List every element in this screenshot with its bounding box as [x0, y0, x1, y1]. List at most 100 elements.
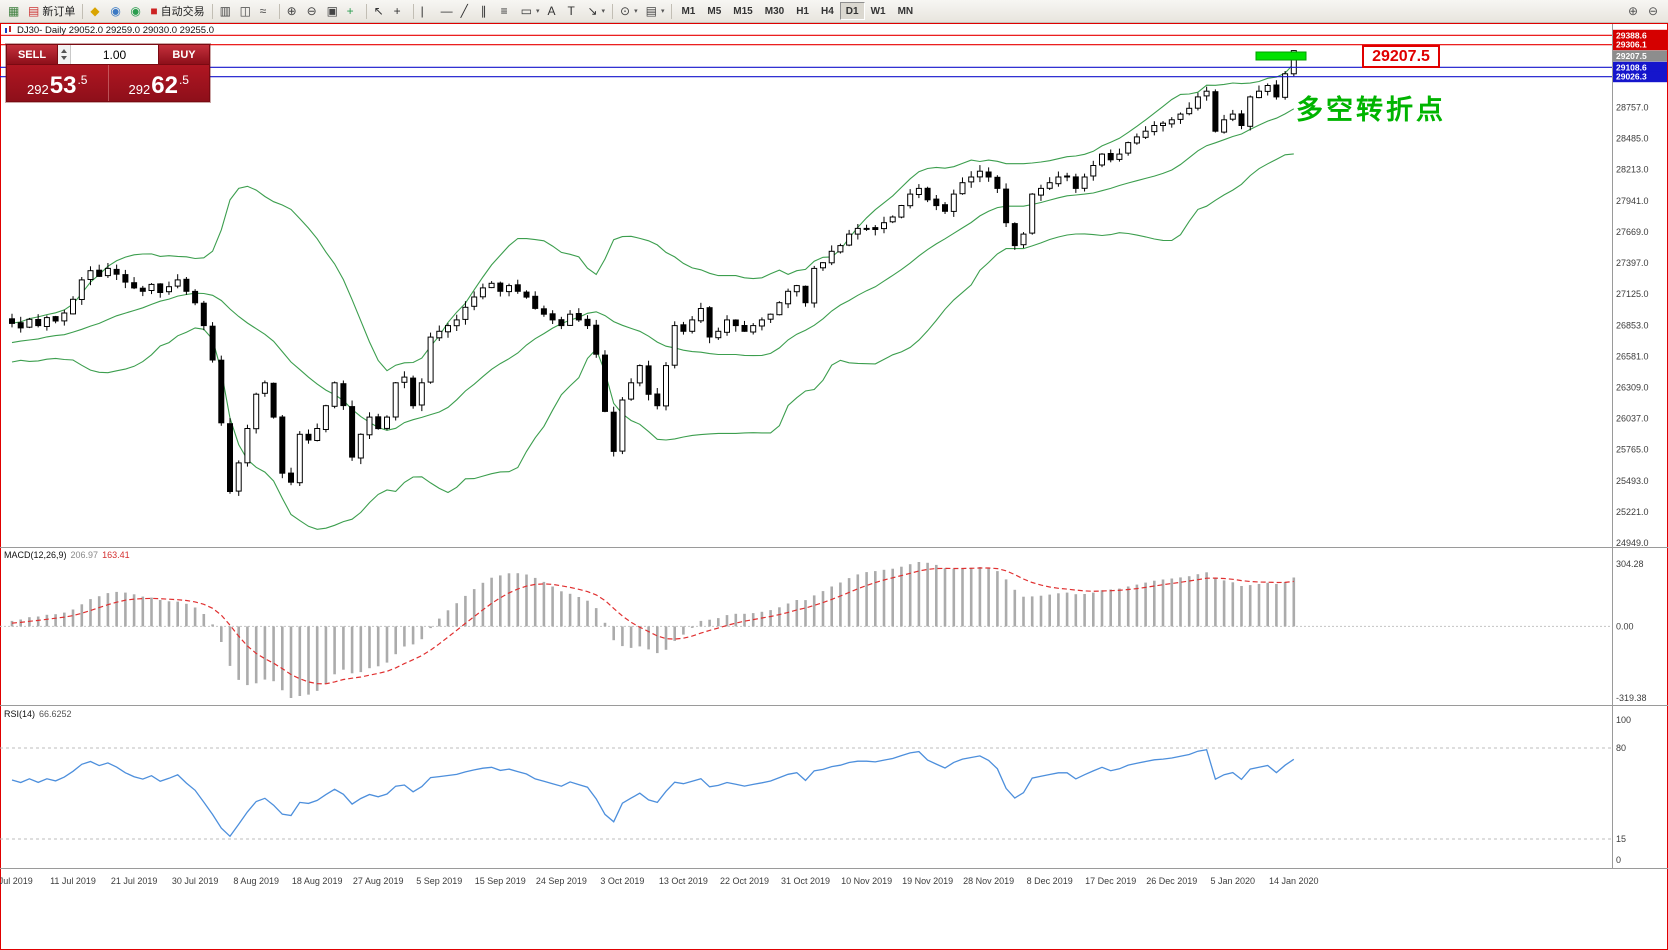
rsi-line	[11, 748, 1295, 838]
text-icon[interactable]: A	[543, 1, 563, 21]
mql-signals-icon[interactable]: ◉	[126, 1, 146, 21]
date-label: 13 Oct 2019	[659, 876, 708, 886]
date-label: 26 Dec 2019	[1146, 876, 1197, 886]
price-annotation-box: 29207.5	[1362, 45, 1440, 68]
y-axis-label: 26309.0	[1616, 383, 1649, 393]
volume-up-icon[interactable]	[61, 49, 67, 53]
macd-signal-line	[11, 567, 1294, 685]
channel-icon[interactable]: ∥	[477, 1, 497, 21]
sell-price[interactable]: 292 53.5	[27, 72, 88, 99]
date-label: 2 Jul 2019	[0, 876, 33, 886]
timeframe-M5[interactable]: M5	[701, 2, 727, 20]
auto-trading-button[interactable]: ■ 自动交易	[146, 1, 208, 21]
date-label: 8 Aug 2019	[233, 876, 279, 886]
trendline-icon[interactable]: ╱	[457, 1, 477, 21]
date-label: 8 Dec 2019	[1027, 876, 1073, 886]
date-label: 18 Aug 2019	[292, 876, 343, 886]
tile-windows-icon[interactable]: ▣	[323, 1, 343, 21]
search-plus-icon[interactable]: ⊕	[1624, 1, 1644, 21]
price-chip	[1613, 29, 1667, 41]
date-label: 3 Oct 2019	[600, 876, 644, 886]
mql-community-icon[interactable]: ◉	[106, 1, 126, 21]
y-axis-label: 27125.0	[1616, 289, 1649, 299]
toolbar-separator	[671, 3, 673, 19]
turning-point-bar[interactable]	[1255, 51, 1307, 61]
bollinger-upper-band	[11, 63, 1295, 372]
timeframe-W1[interactable]: W1	[865, 2, 892, 20]
timeframe-H1[interactable]: H1	[790, 2, 815, 20]
macd-value-main: 206.97	[70, 550, 99, 560]
shapes-icon[interactable]: ▭ ▾	[517, 1, 544, 21]
rsi-value: 66.6252	[39, 709, 72, 719]
toolbar: ▦ ▤ 新订单 ◆ ◉ ◉ ■ 自动交易 ▥ ◫ ≈ ⊕ ⊖ ▣ + ↖ + | — ╱ ∥ ≡ ▭ ▾ A T ↘ ▾ ⊙ ▾ ▤ ▾ M1…	[0, 0, 1668, 23]
volume-input[interactable]	[71, 45, 158, 64]
candlestick-type-icon[interactable]: ◫	[236, 1, 256, 21]
crosshair-icon[interactable]: +	[390, 1, 410, 21]
chart-title: DJ30- Daily 29052.0 29259.0 29030.0 2925…	[17, 24, 215, 36]
y-axis-label: 28213.0	[1616, 165, 1649, 175]
y-axis-label: 24949.0	[1616, 538, 1649, 548]
rsi-axis-label: 100	[1616, 715, 1631, 725]
timeframe-M1[interactable]: M1	[675, 2, 701, 20]
buy-button[interactable]: BUY	[158, 44, 210, 65]
date-label: 30 Jul 2019	[172, 876, 219, 886]
timeframe-H4[interactable]: H4	[815, 2, 840, 20]
new-chart-icon[interactable]: ▦	[4, 1, 24, 21]
cursor-icon[interactable]: ↖	[370, 1, 390, 21]
volume-down-icon[interactable]	[61, 56, 67, 60]
date-label: 28 Nov 2019	[963, 876, 1014, 886]
y-axis-label: 25765.0	[1616, 445, 1649, 455]
price-chip	[1613, 61, 1667, 73]
timeframe-M15[interactable]: M15	[727, 2, 758, 20]
bar-chart-type-icon[interactable]: ▥	[216, 1, 236, 21]
toolbar-separator	[365, 3, 367, 19]
macd-axis-label: 304.28	[1616, 559, 1644, 569]
sell-button[interactable]: SELL	[6, 44, 58, 65]
fibonacci-icon[interactable]: ≡	[497, 1, 517, 21]
vertical-line-icon[interactable]: |	[417, 1, 437, 21]
arrows-icon[interactable]: ↘ ▾	[583, 1, 609, 21]
y-axis-label: 28757.0	[1616, 103, 1649, 113]
y-axis-label: 26853.0	[1616, 320, 1649, 330]
y-axis-label: 27669.0	[1616, 227, 1649, 237]
timeframe-D1[interactable]: D1	[839, 2, 865, 20]
indicators-icon[interactable]: +	[343, 1, 363, 21]
search-minus-icon[interactable]: ⊖	[1644, 1, 1664, 21]
date-label: 19 Nov 2019	[902, 876, 953, 886]
price-chip-label: 29026.3	[1616, 72, 1647, 82]
toolbar-separator	[412, 3, 414, 19]
buy-price[interactable]: 292 62.5	[128, 72, 189, 99]
chart-title-icon	[4, 25, 13, 35]
price-chip	[1613, 71, 1667, 83]
date-label: 15 Sep 2019	[475, 876, 526, 886]
bollinger-middle-band	[11, 108, 1295, 431]
timeframe-MN[interactable]: MN	[892, 2, 920, 20]
toolbar-left-group: ▦ ▤ 新订单 ◆ ◉ ◉ ■ 自动交易 ▥ ◫ ≈ ⊕ ⊖ ▣ + ↖ + | — ╱ ∥ ≡ ▭ ▾ A T ↘ ▾ ⊙ ▾ ▤ ▾	[4, 1, 675, 21]
rsi-label: RSI(14) 66.6252	[4, 709, 72, 719]
bollinger-lower-band	[11, 153, 1294, 530]
period-icon[interactable]: ⊙ ▾	[616, 1, 642, 21]
date-label: 31 Oct 2019	[781, 876, 830, 886]
macd-axis-label: 0.00	[1616, 621, 1634, 631]
toolbar-separator	[612, 3, 614, 19]
zoom-out-icon[interactable]: ⊖	[303, 1, 323, 21]
timeframe-M30[interactable]: M30	[759, 2, 790, 20]
rsi-axis-label: 0	[1616, 855, 1621, 865]
new-order-button[interactable]: ▤ 新订单	[24, 1, 79, 21]
chart-title-bar: DJ30- Daily 29052.0 29259.0 29030.0 2925…	[4, 24, 215, 36]
date-label: 5 Jan 2020	[1211, 876, 1256, 886]
template-icon[interactable]: ▤ ▾	[642, 1, 669, 21]
horizontal-line-icon[interactable]: —	[437, 1, 457, 21]
date-label: 5 Sep 2019	[416, 876, 462, 886]
mql-market-icon[interactable]: ◆	[86, 1, 106, 21]
y-axis-label: 25221.0	[1616, 507, 1649, 517]
text-label-icon[interactable]: T	[563, 1, 583, 21]
zoom-in-icon[interactable]: ⊕	[283, 1, 303, 21]
price-divider	[107, 65, 109, 101]
price-chip	[1613, 50, 1667, 62]
line-chart-type-icon[interactable]: ≈	[256, 1, 276, 21]
rsi-name: RSI(14)	[4, 709, 36, 719]
date-label: 17 Dec 2019	[1085, 876, 1136, 886]
price-chip-label: 29108.6	[1616, 62, 1647, 72]
